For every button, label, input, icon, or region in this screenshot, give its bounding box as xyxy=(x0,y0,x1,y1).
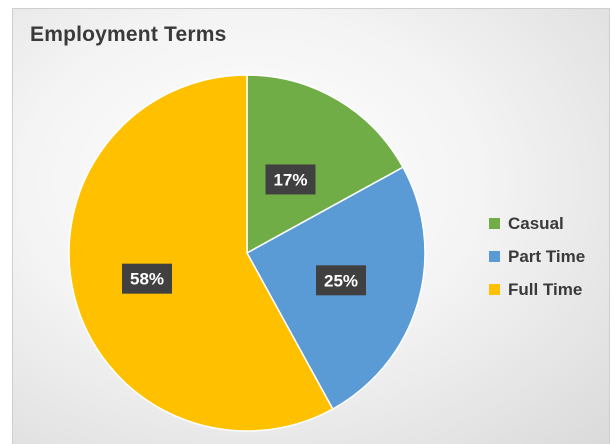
chart-area: Employment Terms 17% 25% 58% Casual Part T… xyxy=(12,8,610,444)
data-label-text-full-time: 58% xyxy=(130,270,164,289)
legend-swatch-full-time xyxy=(489,284,500,295)
data-label-part-time: 25% xyxy=(316,265,367,296)
legend-label-full-time: Full Time xyxy=(508,279,583,299)
data-label-box-full-time xyxy=(122,263,173,294)
data-label-full-time: 58% xyxy=(122,263,173,294)
legend-swatch-part-time xyxy=(489,251,500,262)
chart-legend: Casual Part Time Full Time xyxy=(489,207,585,306)
legend-item-casual: Casual xyxy=(489,207,585,240)
data-label-casual: 17% xyxy=(265,164,316,195)
legend-label-part-time: Part Time xyxy=(508,246,586,266)
data-label-text-part-time: 25% xyxy=(324,271,358,290)
legend-label-casual: Casual xyxy=(508,213,564,233)
data-label-box-part-time xyxy=(316,265,367,296)
legend-item-full-time: Full Time xyxy=(489,273,585,306)
legend-item-part-time: Part Time xyxy=(489,240,585,273)
pie-slice-casual xyxy=(246,74,405,255)
legend-swatch-casual xyxy=(489,218,500,229)
data-label-text-casual: 17% xyxy=(273,170,307,189)
chart-title: Employment Terms xyxy=(30,23,227,46)
pie-slice-full-time xyxy=(68,74,334,432)
data-label-box-casual xyxy=(265,164,316,195)
pie-chart: 17% 25% 58% xyxy=(68,74,426,432)
